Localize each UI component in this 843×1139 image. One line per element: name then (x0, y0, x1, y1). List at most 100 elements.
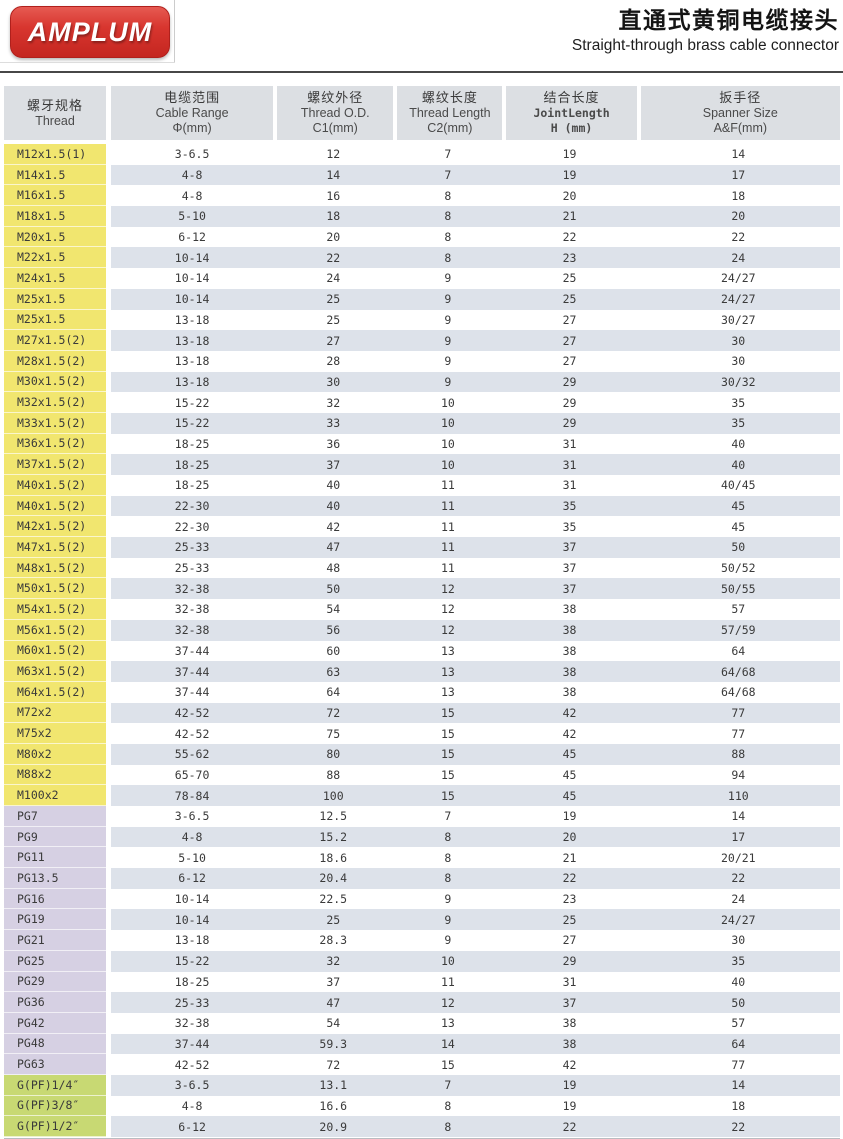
row-strip: 22-30 40 11 35 45 (111, 495, 840, 517)
value-cell-joint-length: 38 (562, 623, 577, 638)
thread-cell: M47x1.5(2) (4, 537, 106, 558)
value-cell-thread-length: 12 (440, 623, 455, 638)
value-cell-cable-range: 15-22 (174, 395, 210, 410)
value-cell-thread-od: 42 (326, 519, 341, 534)
table-row: M42x1.5(2) 22-30 42 11 35 45 (4, 516, 840, 538)
value-cell-joint-length: 42 (562, 726, 577, 741)
value-cell-spanner-size: 40 (731, 457, 746, 472)
value-cell-thread-length: 11 (440, 478, 455, 493)
column-gap (106, 619, 111, 641)
value-cell-cable-range: 13-18 (174, 333, 210, 348)
value-cell-thread-od: 22.5 (319, 892, 348, 907)
value-cell-cable-range: 55-62 (174, 747, 210, 762)
value-cell-joint-length: 23 (562, 892, 577, 907)
thread-cell: M16x1.5 (4, 185, 106, 207)
table-row: M25x1.5 10-14 25 9 25 24/27 (4, 288, 840, 310)
row-strip: 37-44 63 13 38 64/68 (111, 661, 840, 682)
value-cell-thread-length: 9 (444, 374, 452, 389)
value-cell-cable-range: 10-14 (174, 912, 210, 927)
value-cell-spanner-size: 20 (731, 209, 746, 224)
value-cell-thread-od: 36 (326, 436, 341, 451)
value-cell-spanner-size: 30/27 (720, 312, 756, 327)
value-cell-spanner-size: 24/27 (720, 271, 756, 286)
table-row: M54x1.5(2) 32-38 54 12 38 57 (4, 599, 840, 620)
value-cell-thread-length: 8 (444, 850, 452, 865)
value-cell-joint-length: 21 (562, 850, 577, 865)
table-row: PG63 42-52 72 15 42 77 (4, 1054, 840, 1075)
column-header-joint-length: 结合长度 JointLength H (mm) (502, 86, 637, 140)
column-header-line: Cable Range (155, 106, 229, 120)
value-cell-thread-length: 8 (444, 250, 452, 265)
value-cell-joint-length: 25 (562, 271, 577, 286)
value-cell-cable-range: 18-25 (174, 974, 210, 989)
table-row: PG11 5-10 18.6 8 21 20/21 (4, 847, 840, 869)
thread-cell: M12x1.5(1) (4, 144, 106, 165)
thread-cell: M42x1.5(2) (4, 516, 106, 538)
column-header-line: C2(mm) (427, 121, 473, 135)
row-strip: 15-22 32 10 29 35 (111, 392, 840, 413)
value-cell-spanner-size: 22 (731, 1119, 746, 1134)
value-cell-spanner-size: 40 (731, 436, 746, 451)
value-cell-joint-length: 27 (562, 333, 577, 348)
value-cell-thread-od: 88 (326, 767, 341, 782)
table-row: PG19 10-14 25 9 25 24/27 (4, 909, 840, 931)
column-header-line: JointLength (533, 106, 610, 120)
value-cell-cable-range: 4-8 (181, 1098, 203, 1113)
row-strip: 55-62 80 15 45 88 (111, 743, 840, 765)
value-cell-joint-length: 20 (562, 188, 577, 203)
value-cell-joint-length: 19 (562, 1098, 577, 1113)
value-cell-thread-length: 9 (444, 271, 452, 286)
thread-cell: M88x2 (4, 764, 106, 786)
column-gap (106, 206, 111, 227)
column-header-line: C1(mm) (312, 121, 358, 135)
table-row: PG36 25-33 47 12 37 50 (4, 992, 840, 1013)
table-row: M30x1.5(2) 13-18 30 9 29 30/32 (4, 371, 840, 393)
column-gap (106, 309, 111, 331)
value-cell-thread-od: 40 (326, 499, 341, 514)
header-vertical-divider (174, 0, 175, 62)
table-row: PG13.5 6-12 20.4 8 22 22 (4, 868, 840, 889)
value-cell-thread-length: 15 (440, 1057, 455, 1072)
column-gap (106, 909, 111, 931)
table-row: M16x1.5 4-8 16 8 20 18 (4, 185, 840, 207)
thread-cell: PG16 (4, 888, 106, 910)
row-strip: 4-8 15.2 8 20 17 (111, 826, 840, 848)
row-strip: 42-52 75 15 42 77 (111, 723, 840, 744)
thread-cell: M25x1.5 (4, 288, 106, 310)
value-cell-joint-length: 45 (562, 767, 577, 782)
row-strip: 10-14 22 8 23 24 (111, 247, 840, 269)
thread-cell: PG21 (4, 930, 106, 951)
row-strip: 13-18 27 9 27 30 (111, 330, 840, 351)
column-gap (106, 475, 111, 496)
thread-cell: PG36 (4, 992, 106, 1013)
value-cell-cable-range: 25-33 (174, 540, 210, 555)
value-cell-thread-length: 8 (444, 209, 452, 224)
value-cell-thread-length: 8 (444, 1119, 452, 1134)
thread-cell: M56x1.5(2) (4, 619, 106, 641)
value-cell-thread-od: 32 (326, 395, 341, 410)
row-strip: 6-12 20 8 22 22 (111, 227, 840, 248)
table-row: M20x1.5 6-12 20 8 22 22 (4, 226, 840, 248)
value-cell-spanner-size: 24 (731, 892, 746, 907)
thread-cell: PG42 (4, 1012, 106, 1034)
value-cell-thread-length: 8 (444, 871, 452, 886)
value-cell-thread-od: 48 (326, 561, 341, 576)
header-strip: 电缆范围 Cable Range Φ(mm) 螺纹外径 Thread O.D. C1(mm… (111, 86, 840, 140)
column-header-line: H (mm) (550, 121, 593, 135)
value-cell-thread-length: 11 (440, 540, 455, 555)
column-gap (106, 1054, 111, 1075)
value-cell-joint-length: 29 (562, 416, 577, 431)
thread-cell: M27x1.5(2) (4, 330, 106, 351)
value-cell-cable-range: 18-25 (174, 457, 210, 472)
value-cell-cable-range: 32-38 (174, 581, 210, 596)
row-strip: 78-84 100 15 45 110 (111, 785, 840, 806)
thread-cell: PG29 (4, 971, 106, 993)
value-cell-spanner-size: 40/45 (720, 478, 756, 493)
row-strip: 13-18 28 9 27 30 (111, 351, 840, 372)
row-strip: 25-33 47 11 37 50 (111, 537, 840, 558)
thread-cell: PG48 (4, 1033, 106, 1055)
column-gap (106, 350, 111, 372)
row-strip: 13-18 25 9 27 30/27 (111, 310, 840, 331)
value-cell-cable-range: 5-10 (178, 209, 206, 224)
value-cell-thread-length: 13 (440, 1016, 455, 1031)
